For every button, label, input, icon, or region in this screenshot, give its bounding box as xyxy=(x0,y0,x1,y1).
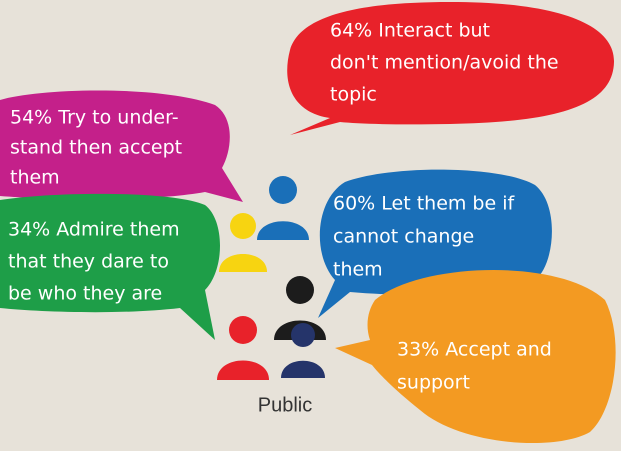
person-red xyxy=(217,316,269,380)
bubble-orange xyxy=(335,269,616,444)
bubble-text: stand then accept xyxy=(10,137,182,159)
person-yellow xyxy=(219,213,267,272)
bubble-magenta xyxy=(0,90,243,202)
person-navy xyxy=(281,323,325,378)
bubble-text: 33% Accept and xyxy=(397,339,552,361)
person-blue xyxy=(257,176,309,240)
bubble-text: cannot change xyxy=(333,226,474,248)
bubble-text: 64% Interact but xyxy=(330,20,490,42)
bubble-text: 54% Try to under- xyxy=(10,107,179,129)
bubble-text: them xyxy=(333,259,383,281)
public-label: Public xyxy=(258,394,312,416)
bubble-text: don't mention/avoid the xyxy=(330,52,559,74)
bubble-text: that they dare to xyxy=(8,251,169,273)
bubble-green xyxy=(0,193,220,340)
bubble-red xyxy=(287,2,615,135)
bubble-text: topic xyxy=(330,84,377,106)
bubble-text: 60% Let them be if xyxy=(333,193,515,215)
bubble-text: be who they are xyxy=(8,283,162,305)
bubble-text: support xyxy=(397,372,470,394)
bubble-text: 34% Admire them xyxy=(8,219,180,241)
bubble-text: them xyxy=(10,167,60,189)
